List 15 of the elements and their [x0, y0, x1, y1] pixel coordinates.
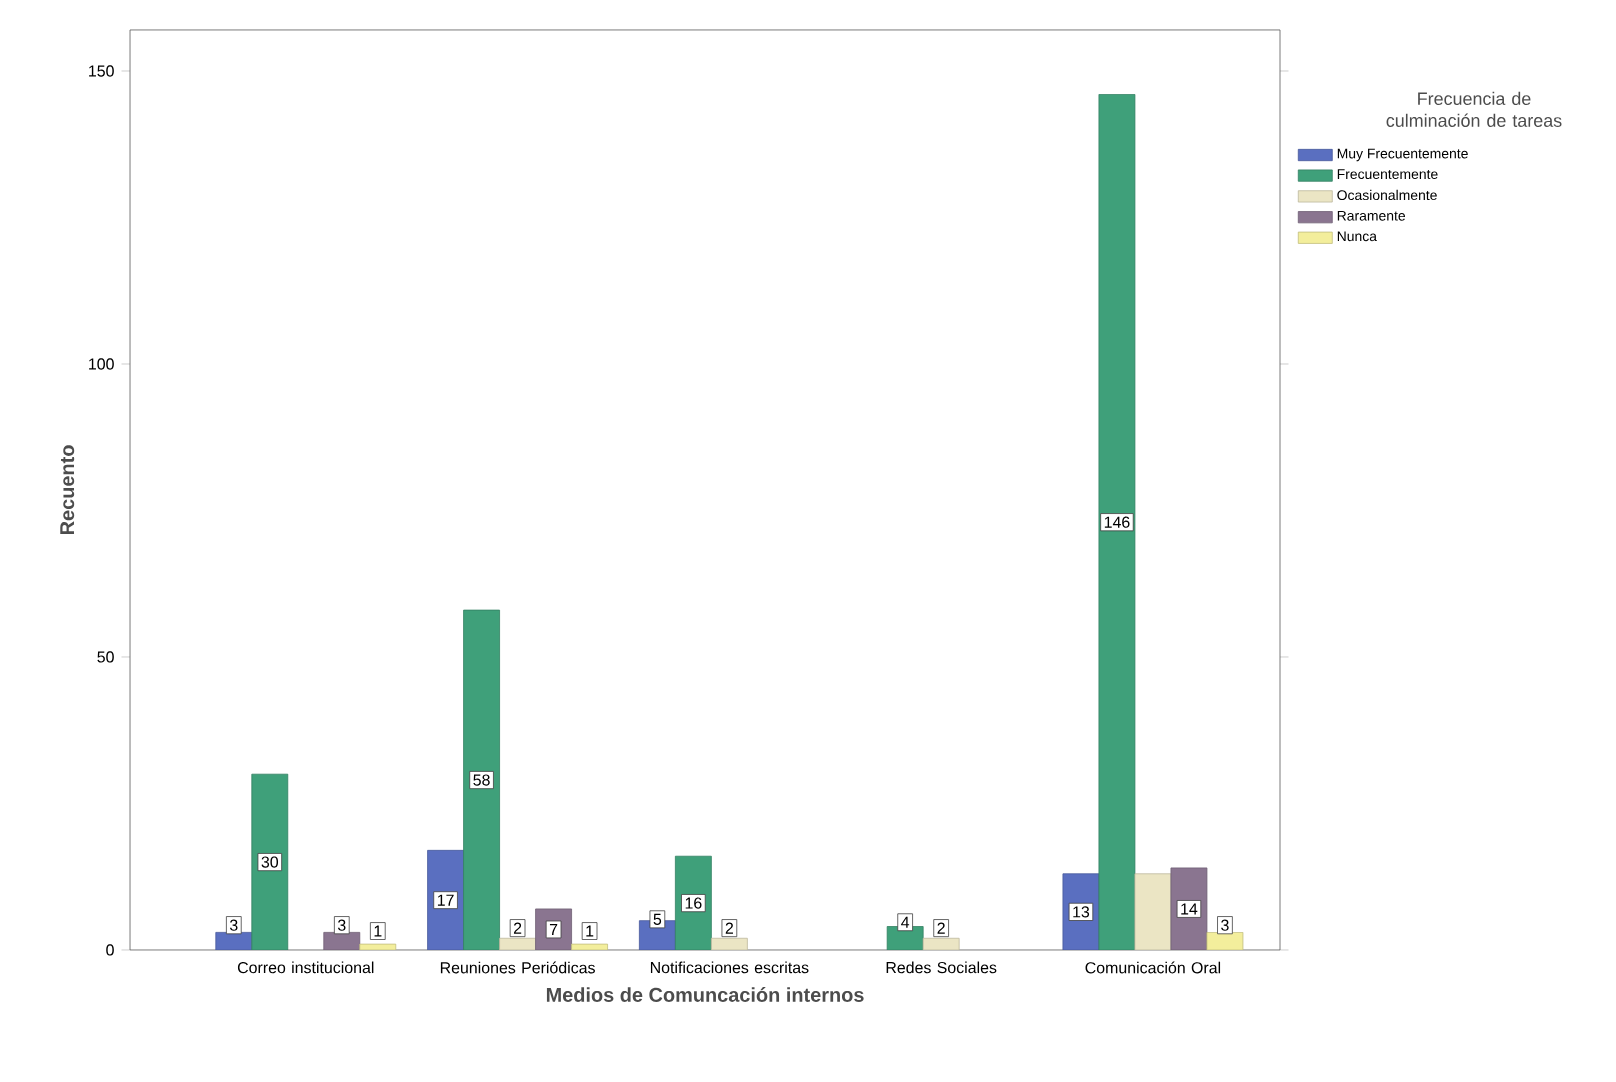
bar [1098, 94, 1136, 950]
legend-title: Frecuencia de culminación de tareas [1386, 91, 1562, 127]
bar [1134, 873, 1172, 950]
bar [922, 937, 960, 950]
bar [571, 943, 608, 950]
x-axis-title: Medios de Comuncación internos [546, 987, 864, 1002]
y-axis-title: Recuento [60, 445, 75, 535]
bar [710, 937, 748, 950]
bar [251, 773, 289, 950]
bar [1206, 931, 1244, 950]
bar [323, 931, 361, 950]
bar [359, 943, 397, 950]
bar [463, 609, 500, 950]
bar [886, 926, 924, 950]
bar [499, 937, 536, 950]
